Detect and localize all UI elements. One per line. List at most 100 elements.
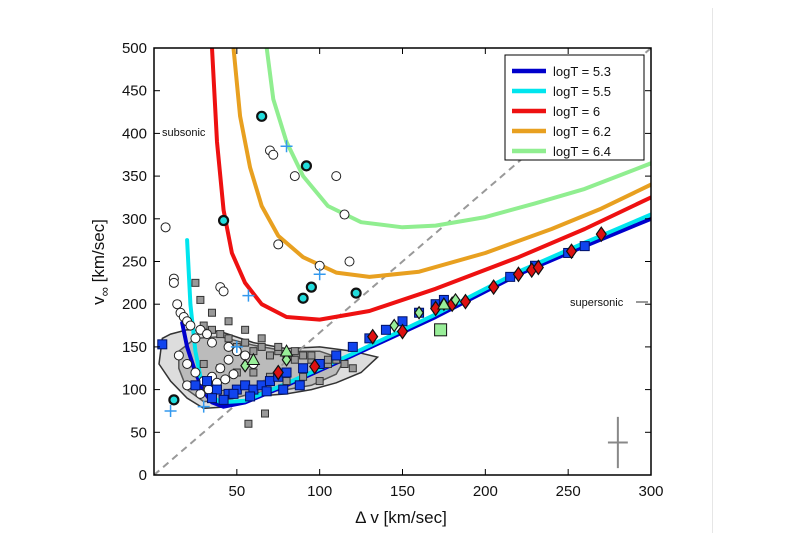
gray-square-marker <box>216 330 225 339</box>
y-axis-title-sub: ∞ <box>97 287 112 296</box>
gray-square-marker <box>257 334 266 343</box>
legend: logT = 5.3 logT = 5.5 logT = 6 logT = 6.2 lo… <box>504 54 645 161</box>
cyan-circle-marker <box>350 287 362 299</box>
gray-square-marker <box>307 351 316 360</box>
open-circle-marker <box>202 329 213 340</box>
open-circle-marker <box>182 358 193 369</box>
red-diamond-marker <box>430 300 442 317</box>
open-circle-marker <box>289 171 300 182</box>
gray-square-marker <box>207 308 216 317</box>
x-tick-label: 250 <box>556 483 581 500</box>
x-tick-label: 300 <box>638 483 663 500</box>
plus-marker <box>230 340 243 353</box>
open-circle-marker <box>172 299 183 310</box>
cyan-circle-marker <box>168 394 180 406</box>
open-circle-marker <box>344 256 355 267</box>
red-diamond-marker <box>532 259 544 276</box>
open-circle-marker <box>220 374 231 385</box>
y-tick-label: 300 <box>122 211 147 228</box>
blue-square-marker <box>347 341 358 352</box>
blue-square-marker <box>218 394 229 405</box>
blue-square-marker <box>298 363 309 374</box>
y-tick-label: 250 <box>122 254 147 271</box>
red-diamond-marker <box>595 226 607 243</box>
legend-label: logT = 6.2 <box>553 124 611 139</box>
open-circle-marker <box>215 363 226 374</box>
x-tick-label: 200 <box>473 483 498 500</box>
blue-square-marker <box>261 386 272 397</box>
gray-square-marker <box>265 351 274 360</box>
open-circle-marker <box>218 286 229 297</box>
gray-square-marker <box>257 342 266 351</box>
open-circle-marker <box>273 239 284 250</box>
cyan-circle-marker <box>256 110 268 122</box>
model-curve-3 <box>231 48 651 279</box>
y-tick-label: 450 <box>122 83 147 100</box>
gray-square-marker <box>244 419 253 428</box>
x-tick-label: 50 <box>228 483 245 500</box>
blue-square-marker <box>202 376 213 387</box>
blue-square-marker <box>245 391 256 402</box>
gray-square-marker <box>196 295 205 304</box>
cyan-circle-marker <box>217 214 230 227</box>
blue-square-marker <box>278 384 289 395</box>
green-triangle-marker <box>246 352 261 366</box>
open-circle-marker <box>160 222 171 233</box>
blue-square-marker <box>206 393 217 404</box>
gray-square-marker <box>290 355 299 364</box>
blue-square-marker <box>240 380 251 391</box>
red-diamond-marker <box>272 364 284 381</box>
plus-marker <box>164 404 177 417</box>
y-tick-label: 500 <box>122 40 147 57</box>
open-circle-marker <box>331 171 342 182</box>
open-circle-marker <box>228 369 239 380</box>
x-tick-label: 100 <box>307 483 332 500</box>
blue-square-marker <box>211 384 222 395</box>
gray-square-marker <box>241 325 250 334</box>
y-tick-label: 50 <box>130 424 147 441</box>
blue-square-marker <box>190 380 201 391</box>
y-tick-label: 100 <box>122 382 147 399</box>
error-bar <box>607 416 628 469</box>
open-circle-marker <box>173 350 184 361</box>
blue-square-marker <box>380 324 391 335</box>
error-cross <box>607 416 628 469</box>
gray-square-marker <box>249 368 258 377</box>
open-circle-marker <box>190 367 201 378</box>
gray-square-marker <box>199 359 208 368</box>
cyan-circle-marker <box>297 292 309 304</box>
open-circle-marker <box>195 388 206 399</box>
gray-square-marker <box>299 372 308 381</box>
model-curve-2 <box>210 48 651 322</box>
subsonic-label: subsonic <box>162 127 206 139</box>
y-tick-label: 0 <box>139 467 147 484</box>
blue-square-marker <box>579 241 590 252</box>
red-diamond-marker <box>487 279 500 296</box>
y-tick-label: 400 <box>122 125 147 142</box>
open-circle-marker <box>206 337 217 348</box>
red-diamond-marker <box>459 293 472 310</box>
green-diamond-marker <box>281 352 292 367</box>
plus-marker <box>313 268 326 281</box>
gray-square-marker <box>274 342 283 351</box>
gray-square-marker <box>241 338 250 347</box>
panel-divider <box>712 8 713 533</box>
open-circle-marker <box>203 384 214 395</box>
open-circle-marker <box>185 320 196 331</box>
x-tick-label: 150 <box>390 483 415 500</box>
gray-square-marker <box>290 347 299 356</box>
y-tick-label: 350 <box>122 168 147 185</box>
red-diamond-marker <box>367 328 379 345</box>
gray-square-marker <box>348 364 357 373</box>
blue-square-marker <box>294 380 305 391</box>
legend-label: logT = 6.4 <box>553 144 611 159</box>
green-diamond-marker <box>389 318 400 333</box>
blue-square-marker <box>157 339 168 350</box>
green-square-marker <box>434 323 448 337</box>
axis-ticks: 50 100 150 200 250 300 0 50 100 150 200 250 300 350 40… <box>122 40 664 500</box>
legend-label: logT = 5.3 <box>553 64 611 79</box>
green-diamond-marker <box>450 292 461 307</box>
gray-square-marker <box>191 278 200 287</box>
